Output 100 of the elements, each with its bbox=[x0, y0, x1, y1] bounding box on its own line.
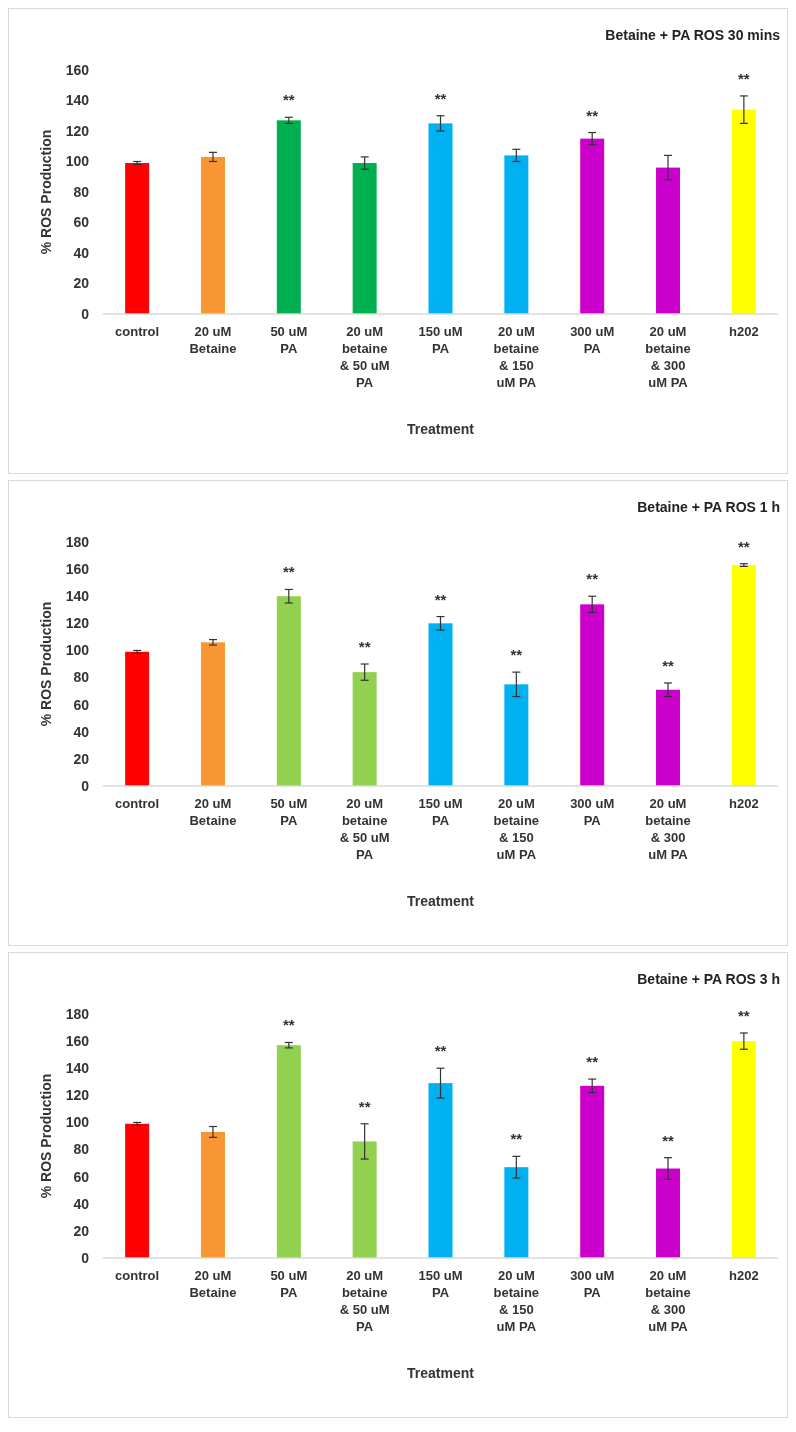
annotation: ** bbox=[586, 106, 599, 124]
annotation: ** bbox=[738, 1006, 750, 1024]
annotation: ** bbox=[434, 590, 447, 608]
annotation: ** bbox=[738, 69, 750, 87]
annotation: ** bbox=[434, 89, 447, 107]
x-tick-label: 20 uM betaine & 150 uM PA bbox=[493, 324, 540, 390]
bar bbox=[580, 1085, 605, 1258]
y-tick-label: 100 bbox=[65, 153, 90, 170]
y-tick-label: 40 bbox=[73, 1195, 90, 1212]
y-tick-label: 20 bbox=[73, 1222, 90, 1239]
y-tick-label: 60 bbox=[73, 214, 90, 231]
bar bbox=[276, 596, 301, 786]
y-tick-label: 40 bbox=[73, 723, 90, 740]
y-tick-label: 60 bbox=[73, 696, 90, 713]
chart-title: Betaine + PA ROS 30 mins bbox=[605, 27, 781, 43]
annotation: ** bbox=[510, 1130, 523, 1148]
y-tick-label: 120 bbox=[65, 615, 90, 632]
y-tick-label: 80 bbox=[73, 669, 90, 686]
bar bbox=[504, 155, 529, 314]
y-axis-title: % ROS Production bbox=[38, 1073, 54, 1199]
y-tick-label: 160 bbox=[65, 561, 90, 578]
annotation: ** bbox=[586, 570, 599, 588]
x-tick-label: 50 uM PA bbox=[270, 1268, 308, 1300]
y-tick-label: 100 bbox=[65, 642, 90, 659]
x-axis-title: Treatment bbox=[407, 893, 475, 909]
y-tick-label: 140 bbox=[65, 588, 90, 605]
x-axis-title: Treatment bbox=[407, 1365, 475, 1381]
y-tick-label: 20 bbox=[73, 750, 90, 767]
x-tick-label: 20 uM Betaine bbox=[189, 324, 237, 356]
y-tick-label: 40 bbox=[73, 244, 90, 261]
bar bbox=[352, 1141, 377, 1258]
bar bbox=[352, 163, 377, 314]
x-tick-label: 150 uM PA bbox=[418, 324, 463, 356]
y-tick-label: 180 bbox=[65, 1005, 90, 1022]
bar bbox=[428, 623, 453, 786]
bar bbox=[125, 1123, 150, 1258]
annotation: ** bbox=[662, 656, 675, 674]
x-tick-label: 300 uM PA bbox=[570, 1268, 615, 1300]
annotation: ** bbox=[434, 1042, 447, 1060]
bar bbox=[352, 672, 377, 786]
y-tick-label: 0 bbox=[81, 1249, 90, 1266]
annotation: ** bbox=[586, 1053, 599, 1071]
bar bbox=[200, 642, 225, 786]
bar bbox=[580, 138, 605, 314]
y-tick-label: 0 bbox=[81, 777, 90, 794]
x-tick-label: 20 uM betaine & 150 uM PA bbox=[493, 796, 540, 862]
x-tick-label: control bbox=[115, 324, 160, 339]
x-tick-label: 20 uM betaine & 50 uM PA bbox=[339, 796, 390, 862]
bar bbox=[200, 156, 225, 314]
bar bbox=[125, 651, 150, 786]
x-tick-label: 300 uM PA bbox=[570, 796, 615, 828]
x-tick-label: h202 bbox=[729, 1268, 759, 1283]
annotation: ** bbox=[358, 1097, 371, 1115]
bar bbox=[656, 167, 681, 314]
x-tick-label: h202 bbox=[729, 796, 759, 811]
bar bbox=[276, 1045, 301, 1258]
bar bbox=[125, 163, 150, 314]
annotation: ** bbox=[662, 1131, 675, 1149]
y-tick-label: 140 bbox=[65, 92, 90, 109]
x-tick-label: h202 bbox=[729, 324, 759, 339]
y-axis-title: % ROS Production bbox=[38, 601, 54, 727]
x-tick-label: 20 uM betaine & 300 uM PA bbox=[645, 324, 691, 390]
bar bbox=[428, 123, 453, 314]
bar bbox=[656, 1168, 681, 1258]
y-tick-label: 180 bbox=[65, 533, 90, 550]
y-tick-label: 160 bbox=[65, 1033, 90, 1050]
y-tick-label: 100 bbox=[65, 1114, 90, 1131]
y-tick-label: 20 bbox=[73, 275, 90, 292]
annotation: ** bbox=[282, 563, 295, 581]
x-tick-label: 20 uM betaine & 50 uM PA bbox=[339, 324, 390, 390]
bar bbox=[580, 604, 605, 786]
bar bbox=[200, 1131, 225, 1258]
annotation: ** bbox=[510, 646, 523, 664]
y-axis-title: % ROS Production bbox=[38, 129, 54, 255]
y-tick-label: 160 bbox=[65, 61, 90, 78]
x-axis-title: Treatment bbox=[407, 421, 475, 437]
x-tick-label: 20 uM Betaine bbox=[189, 1268, 237, 1300]
y-tick-label: 120 bbox=[65, 1087, 90, 1104]
x-tick-label: 20 uM betaine & 300 uM PA bbox=[645, 1268, 691, 1334]
bar bbox=[504, 1167, 529, 1258]
x-tick-label: 20 uM betaine & 50 uM PA bbox=[339, 1268, 390, 1334]
chart-title: Betaine + PA ROS 1 h bbox=[637, 499, 780, 515]
bar bbox=[731, 1041, 756, 1258]
y-tick-label: 80 bbox=[73, 1141, 90, 1158]
bar bbox=[731, 109, 756, 314]
x-tick-label: 150 uM PA bbox=[418, 796, 463, 828]
bar bbox=[428, 1083, 453, 1258]
y-tick-label: 120 bbox=[65, 122, 90, 139]
bar bbox=[731, 565, 756, 786]
annotation: ** bbox=[738, 537, 750, 555]
chart-title: Betaine + PA ROS 3 h bbox=[637, 971, 780, 987]
bar bbox=[656, 689, 681, 786]
x-tick-label: 20 uM Betaine bbox=[189, 796, 237, 828]
y-tick-label: 0 bbox=[81, 305, 90, 322]
annotation: ** bbox=[282, 91, 295, 109]
annotation: ** bbox=[358, 638, 371, 655]
bar bbox=[276, 120, 301, 314]
x-tick-label: 150 uM PA bbox=[418, 1268, 463, 1300]
y-tick-label: 80 bbox=[73, 183, 90, 200]
x-tick-label: 50 uM PA bbox=[270, 796, 308, 828]
